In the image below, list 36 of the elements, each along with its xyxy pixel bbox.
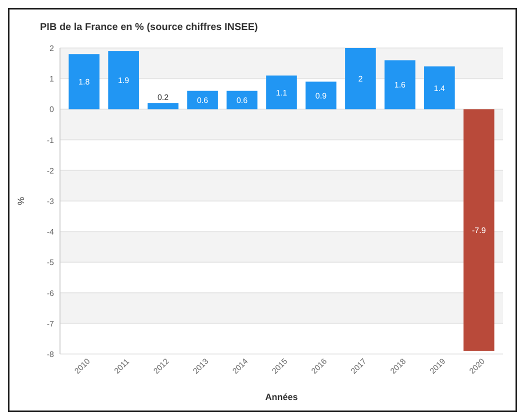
data-label: 1.6: [394, 80, 406, 90]
bar: [424, 66, 455, 110]
data-label: 1.4: [434, 84, 446, 93]
data-label: 0.6: [196, 96, 209, 106]
data-label: 2: [358, 74, 364, 84]
y-tick-label: -4: [46, 228, 55, 237]
bar: [306, 82, 336, 110]
bar: [384, 60, 416, 110]
data-label: 1.9: [118, 76, 130, 86]
bar: [68, 54, 100, 110]
y-tick-label: -3: [46, 197, 55, 206]
y-tick-label: -5: [46, 258, 55, 268]
bar: [464, 109, 494, 351]
y-tick-label: -1: [46, 136, 55, 145]
y-tick-label: -7: [46, 319, 55, 328]
bar: [148, 103, 178, 110]
y-tick-label: 0: [50, 105, 55, 114]
bar: [345, 48, 376, 110]
y-tick-label: 2: [50, 44, 55, 53]
data-label: 1.8: [78, 78, 90, 87]
bar: [226, 90, 258, 110]
data-label: 1.1: [276, 88, 288, 98]
y-tick-label: 1: [50, 74, 55, 84]
bar: [187, 90, 218, 110]
chart-title: PIB de la France en % (source chiffres INSEE): [40, 22, 258, 33]
data-label: 0.6: [236, 96, 248, 106]
y-tick-label: -6: [46, 288, 55, 298]
y-tick-label: -8: [46, 350, 55, 359]
bar: [108, 51, 139, 110]
y-axis-title: %: [16, 196, 26, 206]
data-label: 0.9: [315, 91, 328, 100]
data-label: -7.9: [472, 226, 486, 236]
x-axis-title: Années: [265, 392, 298, 402]
bar: [266, 76, 297, 110]
data-label: 0.2: [157, 93, 170, 102]
y-tick-label: -2: [46, 166, 55, 176]
